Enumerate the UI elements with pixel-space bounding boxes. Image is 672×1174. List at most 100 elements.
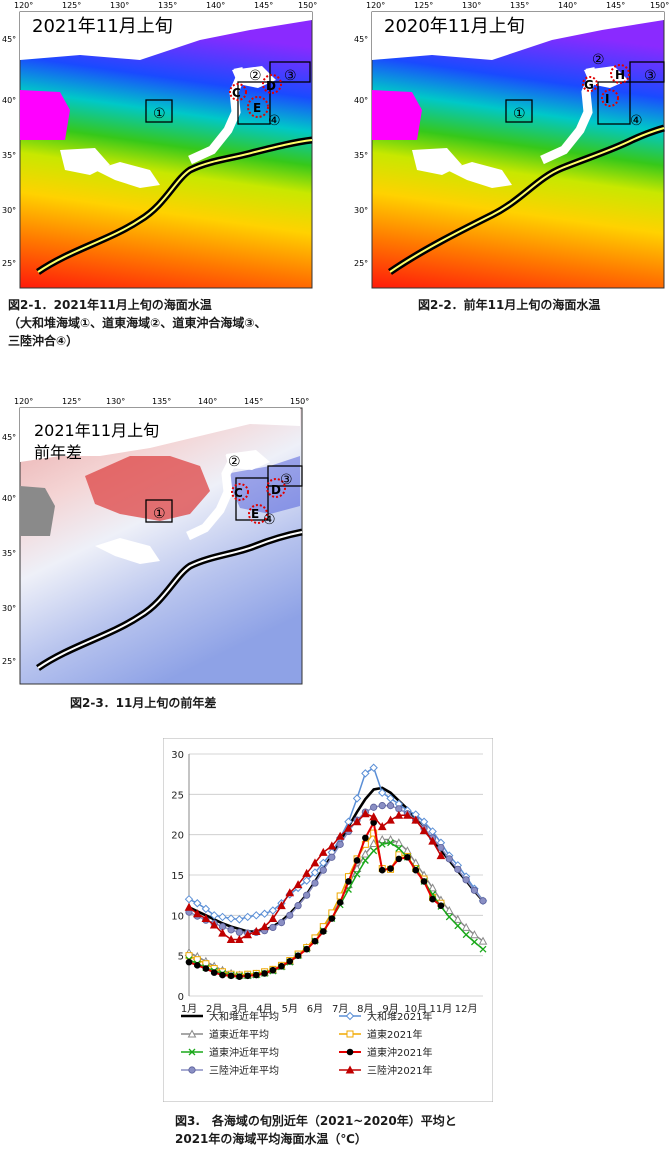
chart-point: [219, 971, 226, 979]
map2-label-1: ①: [513, 106, 526, 122]
chart-point: [311, 879, 319, 887]
map2-circle-i: [601, 89, 619, 107]
map2-lat-ticks: 45° 40° 35° 30° 25°: [354, 35, 368, 268]
map3-lon-ticks: 120° 125° 130° 135° 140° 145° 150°: [14, 397, 309, 406]
chart-point: [268, 906, 278, 915]
chart-point: [252, 911, 261, 920]
chart-x-tick-label: 2月: [206, 1003, 222, 1015]
svg-text:150°: 150°: [298, 1, 317, 10]
svg-text:130°: 130°: [110, 1, 129, 10]
chart-point: [386, 794, 395, 803]
chart-point: [370, 819, 377, 826]
map2-label-g: G: [584, 78, 594, 92]
map3-circle-e: [248, 504, 268, 524]
map3-label-d: D: [271, 483, 281, 497]
chart-y-tick-label: 5: [178, 952, 184, 963]
chart-point: [194, 962, 201, 969]
chart-point: [252, 971, 260, 979]
chart-point: [278, 962, 285, 970]
chart-point: [361, 769, 370, 778]
chart-x-tick-label: 1月: [181, 1003, 197, 1015]
svg-text:120°: 120°: [366, 1, 385, 10]
chart-point: [335, 831, 345, 840]
chart-point: [226, 914, 236, 923]
map1-caption: 図2-1．2021年11月上旬の海面水温 （大和堆海域①、道東海域②、道東沖合海…: [8, 298, 267, 348]
chart-point: [318, 847, 328, 856]
map1-label-1: ①: [153, 106, 166, 122]
chart-point: [353, 870, 361, 878]
chart-point: [370, 829, 378, 837]
map3-label-1: ①: [153, 506, 166, 522]
map2-label-i: I: [605, 92, 609, 106]
map3-title-line1: 2021年11月上旬: [34, 421, 159, 440]
chart-legend-item: 三陸沖2021年: [339, 1064, 432, 1077]
map1-label-d: D: [266, 79, 276, 93]
chart-point: [346, 1030, 354, 1038]
chart-point: [345, 1011, 355, 1021]
chart-point: [386, 815, 395, 824]
map3-caption: 図2-3．11月上旬の前年差: [70, 696, 217, 710]
chart-point: [277, 901, 286, 910]
chart-point: [454, 922, 462, 930]
chart-legend-label: 道東2021年: [367, 1028, 422, 1041]
chart-point: [394, 838, 404, 847]
chart-point: [344, 823, 353, 832]
chart-point: [394, 810, 404, 819]
map2-region-box-3: [629, 61, 665, 83]
chart-legend-label: 三陸沖近年平均: [209, 1064, 279, 1077]
map3-label-e: E: [251, 507, 259, 521]
chart-point: [437, 902, 445, 909]
map3-circle-c: [231, 483, 249, 501]
map-sst-2021-nov-early: 2021年11月上旬 ① ② ③ ④ C D E 120° 125° 130° 13…: [2, 1, 317, 289]
chart-point: [461, 922, 471, 931]
map1-title: 2021年11月上旬: [32, 16, 173, 37]
chart-point: [294, 902, 302, 910]
map2-circle-g: [582, 76, 598, 92]
map1-lat-ticks: 45° 40° 35° 30° 25°: [2, 35, 16, 268]
svg-text:140°: 140°: [558, 1, 577, 10]
svg-text:140°: 140°: [198, 397, 217, 406]
chart-point: [362, 834, 369, 842]
chart-point: [395, 855, 403, 863]
chart-legend-item: 道東沖近年平均: [181, 1046, 279, 1059]
chart-point: [404, 853, 411, 861]
chart-point: [345, 878, 352, 885]
chart-point: [302, 876, 311, 885]
map2-label-4: ④: [630, 113, 643, 129]
chart-point: [445, 913, 453, 921]
chart-point: [261, 970, 268, 977]
chart-series-道東沖2021年: [185, 819, 445, 980]
chart-series-三陸沖2021年: [184, 809, 446, 944]
chart-point: [269, 923, 277, 932]
chart-point: [328, 915, 336, 922]
map1-label-3: ③: [284, 68, 297, 84]
svg-text:150°: 150°: [650, 1, 669, 10]
svg-text:130°: 130°: [462, 1, 481, 10]
chart-point: [345, 1065, 355, 1074]
chart-point: [201, 914, 211, 923]
chart-x-tick-label: 3月: [231, 1003, 247, 1015]
chart-point: [328, 853, 336, 861]
chart-point: [188, 1048, 196, 1056]
chart-point: [428, 883, 437, 892]
chart-point: [378, 802, 386, 810]
svg-text:140°: 140°: [206, 1, 225, 10]
chart-point: [218, 912, 227, 922]
map1-lon-ticks: 120° 125° 130° 135° 140° 145° 150°: [14, 1, 317, 10]
svg-text:130°: 130°: [106, 397, 125, 406]
chart-point: [403, 810, 412, 819]
chart-point: [201, 904, 211, 914]
map3-label-c: C: [234, 486, 243, 500]
svg-text:40°: 40°: [2, 96, 16, 105]
chart-y-tick-label: 30: [171, 750, 184, 761]
chart-point: [269, 966, 277, 974]
map1-label-4: ④: [268, 113, 281, 129]
chart-point: [319, 866, 327, 874]
chart-point: [236, 973, 243, 980]
map-sst-difference: 2021年11月上旬 前年差 ① ② ③ ④ C D E 120° 125° 13…: [2, 397, 309, 685]
svg-text:25°: 25°: [354, 259, 368, 268]
chart-point: [244, 972, 251, 980]
chart-legend-item: 三陸沖近年平均: [181, 1064, 279, 1077]
chart-point: [310, 868, 320, 877]
chart-point: [285, 888, 295, 897]
